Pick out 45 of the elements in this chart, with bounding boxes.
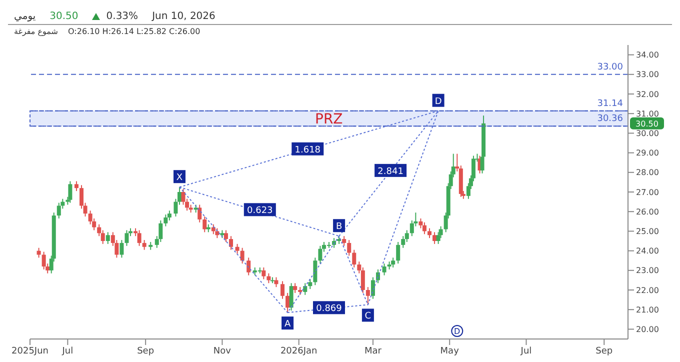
annotation: 0.623 bbox=[247, 206, 273, 216]
y-tick-label: 31.00 bbox=[636, 109, 659, 118]
y-tick-label: 28.00 bbox=[636, 168, 659, 178]
x-tick-label: 2026Jan bbox=[280, 346, 318, 356]
text: شموع مفرغة bbox=[14, 27, 58, 38]
text: يومي bbox=[14, 10, 36, 22]
y-tick-label: 24.00 bbox=[636, 246, 659, 256]
y-tick-label: 30.00 bbox=[636, 129, 659, 138]
y-tick-label: 21.00 bbox=[636, 305, 659, 314]
ref-line-label: 30.36 bbox=[597, 114, 624, 124]
ref-line-label: 31.14 bbox=[597, 98, 624, 109]
annotation: D bbox=[434, 96, 442, 107]
text: Jun 10, 2026 bbox=[152, 10, 216, 22]
annotation: A bbox=[284, 320, 292, 330]
x-tick-label: 2025Jun bbox=[12, 346, 48, 356]
x-tick-label: Sep bbox=[596, 346, 613, 356]
annotation: B bbox=[336, 222, 342, 232]
text: 0.33% bbox=[105, 10, 138, 22]
x-tick-label: Sep bbox=[137, 346, 154, 356]
y-tick-label: 29.00 bbox=[636, 148, 659, 158]
x-tick-label: Nov bbox=[213, 346, 232, 356]
y-tick-label: 20.00 bbox=[636, 325, 659, 334]
ref-line-label: 33.00 bbox=[597, 62, 624, 72]
annotation: C bbox=[364, 312, 372, 322]
y-tick-label: 32.00 bbox=[636, 90, 659, 99]
y-tick-label: 22.00 bbox=[636, 286, 659, 295]
text: 30.50 bbox=[50, 10, 78, 22]
annotation: 0.869 bbox=[316, 304, 342, 314]
y-tick-label: 34.00 bbox=[636, 50, 659, 60]
annotation: 30.50 bbox=[636, 119, 658, 128]
annotation: 2.841 bbox=[378, 166, 404, 177]
x-tick-label: May bbox=[440, 346, 460, 356]
y-tick-label: 23.00 bbox=[636, 266, 659, 276]
text: O:26.10 H:26.14 L:25.82 C:26.00 bbox=[68, 27, 200, 38]
y-tick-label: 25.00 bbox=[636, 227, 659, 236]
x-tick-label: Jul bbox=[61, 346, 74, 356]
annotation: X bbox=[176, 173, 183, 184]
band-label: PRZ bbox=[315, 111, 343, 128]
annotation: D bbox=[454, 327, 460, 336]
x-tick-label: Mar bbox=[364, 346, 382, 356]
y-tick-label: 33.00 bbox=[636, 70, 659, 80]
y-tick-label: 27.00 bbox=[636, 188, 659, 197]
annotation: 1.618 bbox=[294, 145, 321, 156]
y-tick-label: 26.00 bbox=[636, 207, 659, 216]
x-tick-label: Jul bbox=[520, 346, 532, 356]
